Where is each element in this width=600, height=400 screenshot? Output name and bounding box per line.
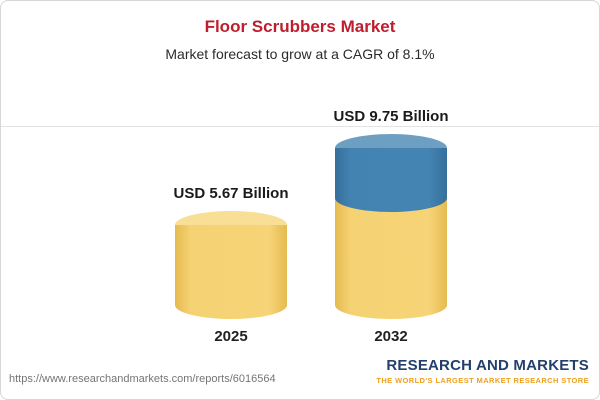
bar-group-2025: USD 5.67 Billion 2025 [151, 185, 311, 345]
bar-group-2032: USD 9.75 Billion 2032 [311, 108, 471, 345]
cylinder-2032-growth-body [335, 148, 447, 212]
cylinder-2025-body [175, 225, 287, 319]
cylinder-bar-chart: USD 5.67 Billion 2025 USD 9.75 Billion 2… [1, 87, 599, 345]
value-label-2032: USD 9.75 Billion [333, 108, 449, 125]
research-and-markets-logo[interactable]: RESEARCH AND MARKETS THE WORLD'S LARGEST… [376, 357, 589, 393]
category-label-2025: 2025 [214, 328, 248, 345]
value-label-2025: USD 5.67 Billion [173, 185, 289, 202]
footer: https://www.researchandmarkets.com/repor… [1, 351, 599, 399]
category-label-2032: 2032 [374, 328, 408, 345]
cylinder-2032-growth-segment [335, 134, 447, 212]
chart-subtitle: Market forecast to grow at a CAGR of 8.1… [165, 46, 435, 62]
logo-wordmark: RESEARCH AND MARKETS [386, 357, 589, 374]
logo-tagline: THE WORLD'S LARGEST MARKET RESEARCH STOR… [376, 376, 589, 385]
report-url-link[interactable]: https://www.researchandmarkets.com/repor… [9, 373, 276, 385]
top-reference-gridline [1, 126, 599, 127]
cylinder-bar-2032 [335, 134, 447, 319]
cylinder-bar-2025 [175, 211, 287, 319]
chart-title: Floor Scrubbers Market [204, 17, 396, 36]
